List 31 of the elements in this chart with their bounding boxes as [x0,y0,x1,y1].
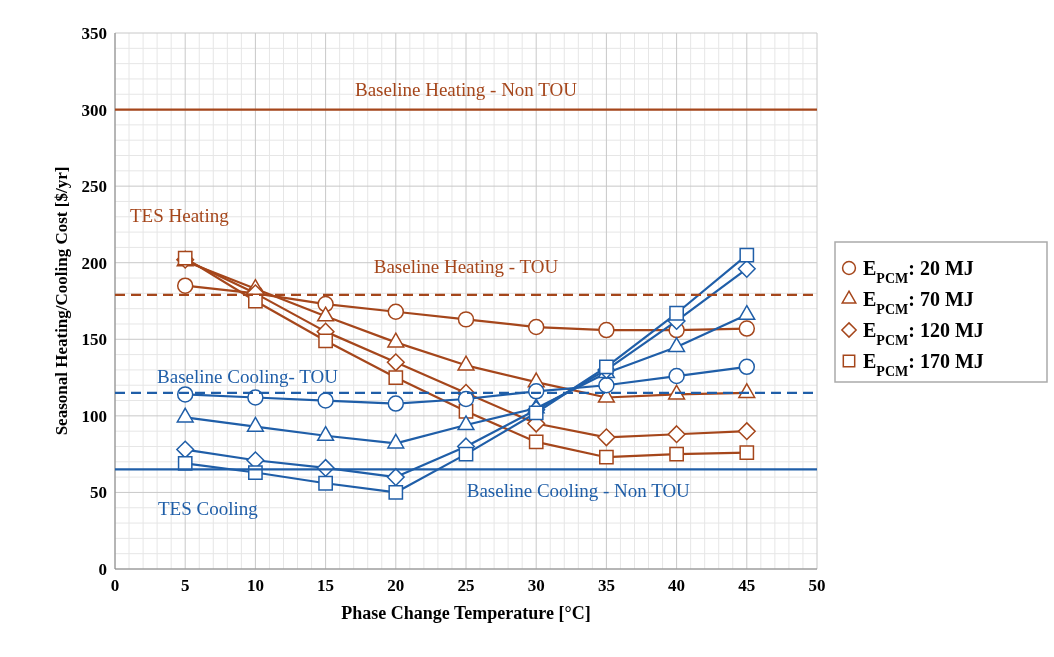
ref-line-label: Baseline Heating - Non TOU [355,78,578,100]
x-tick-label: 10 [246,576,264,595]
x-tick-label: 20 [387,576,405,595]
x-tick-label: 0 [110,576,120,595]
legend-label: E$_{PCM}$: 20 MJ [863,257,974,286]
ref-line-label: Baseline Cooling - Non TOU [466,480,691,502]
x-axis-title: Phase Change Temperature [°C] [341,603,591,623]
ref-line-label: Baseline Heating - TOU [373,255,559,277]
y-tick-label: 100 [81,406,107,426]
annotation: TES Heating [130,205,230,226]
legend-label: E$_{PCM}$: 170 MJ [863,350,984,379]
y-tick-label: 150 [81,330,107,350]
x-tick-label: 25 [457,576,475,595]
annotation: TES Cooling [158,498,259,519]
y-tick-label: 300 [81,100,107,120]
x-tick-label: 40 [668,576,686,595]
x-tick-label: 15 [317,576,335,595]
x-tick-label: 5 [180,576,190,595]
legend-label: E$_{PCM}$: 120 MJ [863,319,984,348]
legend-label: E$_{PCM}$: 70 MJ [863,288,974,317]
x-tick-label: 50 [808,576,826,595]
y-tick-label: 250 [81,177,107,197]
x-tick-label: 30 [527,576,545,595]
y-tick-label: 350 [81,24,107,43]
y-tick-label: 0 [98,560,107,579]
y-tick-label: 50 [90,483,107,503]
y-tick-label: 200 [81,253,107,273]
y-axis-title: Seasonal Heating/Cooling Cost [$/yr] [52,166,71,436]
ref-line-label: Baseline Cooling- TOU [157,365,339,387]
x-tick-label: 45 [738,576,756,595]
x-tick-label: 35 [597,576,615,595]
